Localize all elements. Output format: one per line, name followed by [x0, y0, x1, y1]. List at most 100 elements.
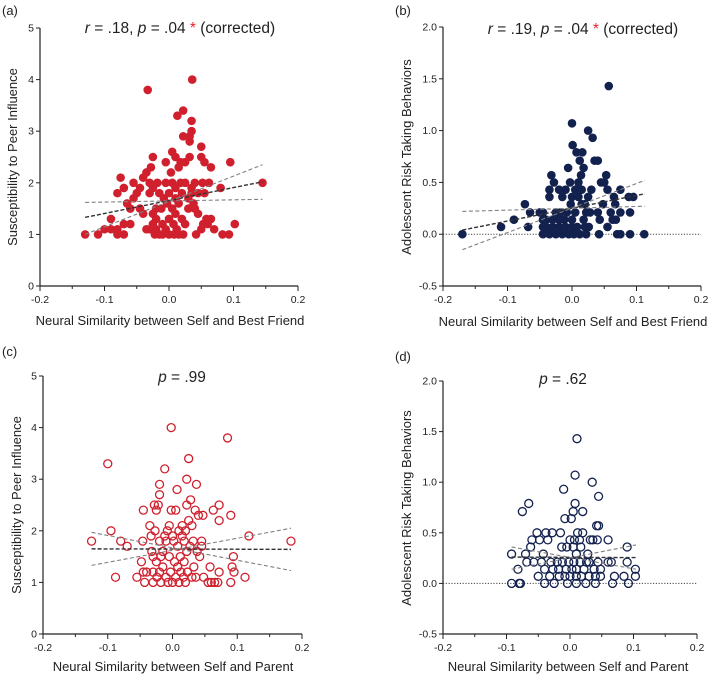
data-point: [138, 209, 148, 219]
data-point: [595, 215, 605, 224]
data-point: [208, 505, 218, 515]
data-point: [604, 81, 614, 91]
y-tick-label: 1.5: [422, 426, 437, 438]
data-point: [551, 229, 561, 239]
panel-d: (d) p = .62 -0.5 0.0 0.5 1.0 1.5 2.0 -0.2 -0.1 0.0…: [395, 349, 704, 674]
data-point: [258, 178, 267, 188]
data-point: [606, 208, 615, 217]
data-point: [286, 536, 296, 546]
data-point: [581, 229, 591, 239]
y-tick-label: 4: [28, 74, 34, 86]
data-point: [156, 551, 166, 562]
data-point: [496, 222, 506, 232]
data-point: [138, 505, 149, 515]
panel-c: (c) p = .99 0 1 2 3 4 5 -0.2 -0.1 0.0 0.1 0.2Neural …: [2, 344, 309, 674]
data-point: [147, 546, 157, 557]
data-point: [574, 192, 583, 202]
data-point: [585, 535, 595, 545]
data-point: [594, 229, 604, 239]
y-tick-label: 0.5: [422, 177, 437, 189]
panel-title: p = .99: [157, 369, 206, 386]
data-point: [565, 178, 575, 187]
data-point: [193, 510, 204, 520]
data-point: [227, 562, 237, 572]
data-point: [161, 157, 171, 167]
data-point: [545, 229, 554, 239]
data-point: [173, 111, 182, 121]
data-point: [113, 188, 122, 198]
y-tick-label: 0: [28, 281, 34, 293]
data-point: [193, 209, 203, 219]
y-axis-title: Susceptibility to Peer Influence: [5, 68, 20, 246]
data-point: [630, 571, 641, 581]
data-point: [561, 222, 570, 232]
title-segment-symbol: r: [488, 21, 494, 38]
data-point: [171, 505, 181, 515]
confidence-band-line: [462, 205, 645, 212]
data-point: [182, 567, 193, 577]
data-point: [567, 192, 577, 202]
data-point: [584, 557, 594, 567]
data-point: [561, 185, 570, 194]
data-point: [119, 230, 129, 239]
data-point: [196, 541, 207, 551]
data-point: [158, 546, 168, 557]
data-point: [164, 520, 174, 531]
x-tick-label: 0.2: [291, 294, 306, 306]
data-point: [584, 571, 594, 581]
data-point: [126, 219, 135, 229]
data-point: [534, 535, 545, 545]
data-point: [513, 564, 523, 574]
y-tick-label: 2: [28, 177, 34, 189]
data-point: [558, 229, 567, 239]
data-point: [161, 178, 171, 188]
data-point: [214, 567, 224, 577]
data-point: [160, 464, 170, 474]
data-point: [520, 199, 530, 209]
y-tick-label: 4: [31, 422, 37, 434]
data-points: [458, 81, 649, 239]
x-tick-label: 0.0: [165, 642, 180, 654]
data-point: [559, 484, 569, 494]
y-tick-label: 5: [31, 371, 37, 383]
data-point: [563, 163, 573, 173]
y-tick-label: 3: [28, 126, 34, 138]
x-tick-label: 0.0: [565, 294, 580, 306]
data-point: [584, 222, 594, 232]
data-point: [579, 215, 588, 224]
data-point: [206, 577, 217, 588]
data-point: [140, 577, 150, 588]
y-tick-label: 0.0: [422, 229, 437, 241]
data-point: [588, 535, 598, 545]
x-tick-label: -0.2: [434, 294, 452, 306]
x-tick-label: -0.1: [498, 294, 516, 306]
data-point: [557, 557, 568, 567]
data-point: [198, 572, 209, 582]
data-point: [619, 571, 629, 581]
panel-label: (c): [2, 344, 17, 359]
data-point: [146, 163, 156, 172]
y-tick-label: -0.5: [419, 629, 437, 641]
data-point: [552, 557, 562, 567]
data-point: [103, 459, 113, 469]
data-point: [579, 163, 588, 173]
data-point: [151, 214, 161, 224]
data-point: [173, 541, 183, 551]
data-point: [603, 222, 612, 232]
panel-a: (a) r = .18, p = .04 * (corrected) 0 1 2 3 4 5 -…: [2, 3, 305, 328]
data-point: [167, 531, 178, 541]
data-point: [570, 185, 580, 194]
title-segment-plain: (corrected): [196, 20, 275, 37]
data-point: [154, 536, 165, 546]
data-point: [187, 116, 196, 126]
data-point: [214, 515, 224, 526]
data-point: [590, 578, 601, 589]
data-point: [557, 542, 567, 552]
title-segment-plain: (corrected): [599, 21, 678, 38]
data-point: [539, 564, 550, 574]
data-point: [570, 498, 580, 509]
data-point: [545, 185, 554, 194]
data-point: [558, 192, 567, 202]
panel-title: r = .19, p = .04 * (corrected): [488, 21, 678, 38]
data-point: [566, 199, 576, 209]
